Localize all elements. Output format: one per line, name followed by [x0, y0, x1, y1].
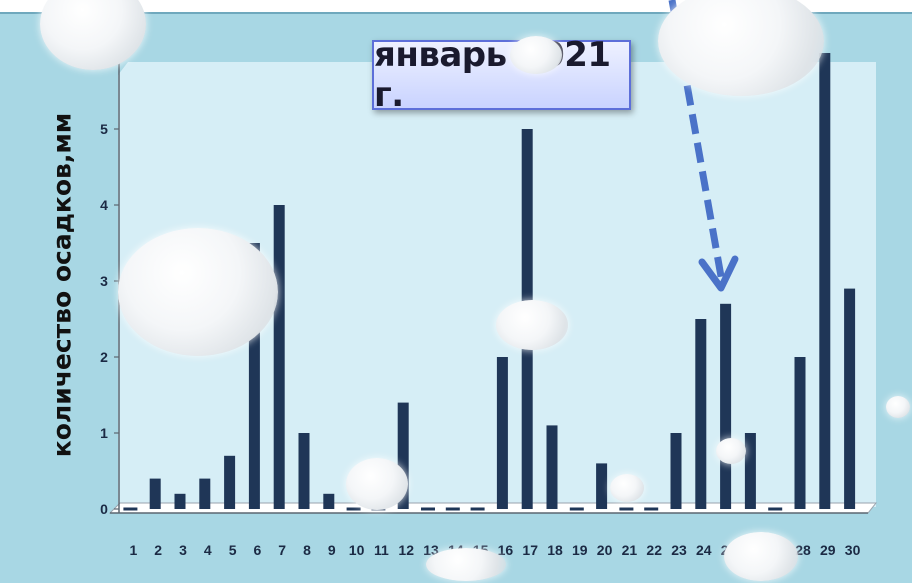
bar-day-6 — [248, 243, 260, 509]
bar-day-30 — [844, 288, 856, 509]
x-tick-label: 10 — [349, 542, 365, 558]
snowflake-decoration — [426, 548, 506, 581]
snowflake-decoration — [886, 396, 910, 418]
bar-day-28 — [794, 357, 806, 509]
x-tick-label: 22 — [646, 542, 662, 558]
x-tick-label: 20 — [597, 542, 613, 558]
x-tick-label: 17 — [522, 542, 538, 558]
bar-day-19 — [569, 507, 584, 511]
bar-day-18 — [546, 425, 558, 509]
x-tick-label: 6 — [254, 542, 262, 558]
x-tick-label: 30 — [845, 542, 861, 558]
x-tick-label: 29 — [820, 542, 836, 558]
y-tick-label: 3 — [100, 273, 108, 289]
bar-day-3 — [174, 493, 186, 509]
x-tick-label: 2 — [154, 542, 162, 558]
bar-day-9 — [323, 493, 335, 509]
bar-day-5 — [224, 455, 236, 509]
x-tick-label: 4 — [204, 542, 212, 558]
bar-day-20 — [596, 463, 608, 509]
chart-title-box: январь 2021 г. — [372, 35, 631, 115]
snowflake-decoration — [610, 474, 644, 502]
snowflake-decoration — [346, 458, 408, 510]
x-tick-label: 19 — [572, 542, 588, 558]
x-tick-label: 1 — [130, 542, 138, 558]
snowflake-decoration — [510, 36, 562, 74]
y-tick-label: 5 — [100, 121, 108, 137]
snowflake-decoration — [716, 438, 746, 464]
x-tick-label: 7 — [278, 542, 286, 558]
bar-day-1 — [123, 507, 138, 511]
bar-day-25 — [720, 303, 732, 509]
x-tick-label: 11 — [374, 542, 389, 558]
x-tick-label: 21 — [622, 542, 638, 558]
snowflake-decoration — [724, 532, 798, 581]
bar-day-22 — [644, 507, 659, 511]
chart-title: январь 2021 г. — [374, 35, 611, 115]
y-tick-label: 2 — [100, 349, 108, 365]
bar-day-21 — [619, 507, 634, 511]
bar-day-2 — [149, 478, 161, 509]
snowflake-decoration — [118, 228, 278, 356]
x-tick-label: 23 — [671, 542, 687, 558]
bar-day-23 — [670, 433, 682, 509]
bar-day-16 — [496, 357, 508, 509]
x-tick-label: 12 — [398, 542, 414, 558]
x-tick-label: 24 — [696, 542, 712, 558]
y-ticks: 0 1 2 3 4 5 — [100, 121, 119, 517]
bar-day-15 — [470, 507, 485, 511]
x-tick-label: 9 — [328, 542, 336, 558]
bar-day-12 — [397, 402, 409, 509]
x-tick-label: 18 — [547, 542, 563, 558]
y-tick-label: 1 — [100, 425, 108, 441]
bar-day-29 — [819, 53, 831, 509]
x-tick-label: 5 — [229, 542, 237, 558]
snowflake-decoration — [496, 300, 568, 350]
bar-day-7 — [273, 205, 285, 509]
bar-day-26 — [744, 433, 756, 509]
bar-day-10 — [346, 507, 361, 511]
y-tick-label: 4 — [100, 197, 108, 213]
bar-day-14 — [445, 507, 460, 511]
y-tick-label: 0 — [100, 501, 108, 517]
bar-day-8 — [298, 433, 310, 509]
x-tick-label: 28 — [795, 542, 811, 558]
snowflake-decoration — [658, 0, 824, 96]
bar-day-13 — [421, 507, 435, 511]
bar-day-4 — [199, 478, 211, 509]
bar-day-24 — [695, 319, 707, 509]
x-tick-label: 3 — [179, 542, 187, 558]
bar-day-27 — [768, 507, 783, 511]
y-axis-label: количество осадков,мм — [47, 112, 77, 458]
x-tick-label: 8 — [303, 542, 311, 558]
x-tick-label: 16 — [498, 542, 514, 558]
